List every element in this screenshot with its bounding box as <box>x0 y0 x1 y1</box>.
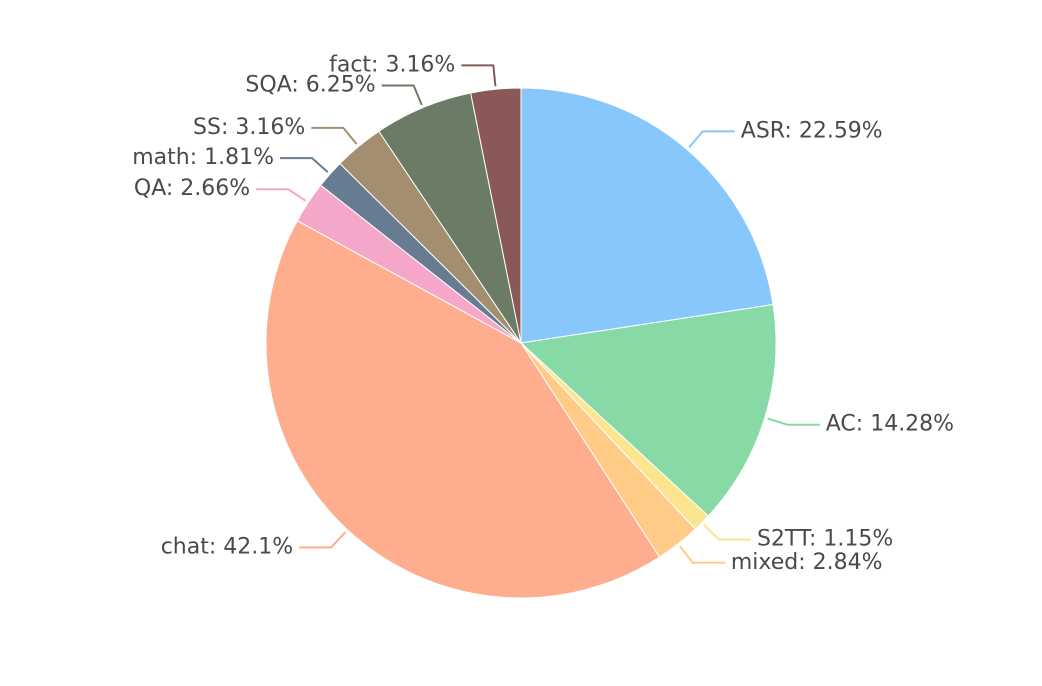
slice-label-s2tt: S2TT: 1.15% <box>757 527 893 552</box>
leader-line-chat <box>299 531 347 549</box>
pie-slice-fact <box>470 87 522 344</box>
slice-label-qa: QA: 2.66% <box>134 176 250 201</box>
leader-line-math <box>280 157 329 173</box>
slice-label-sqa: SQA: 6.25% <box>245 72 375 97</box>
leader-line-ac <box>767 417 820 426</box>
slice-label-chat: chat: 42.1% <box>161 534 293 559</box>
slice-label-fact: fact: 3.16% <box>329 52 455 77</box>
slice-label-ss: SS: 3.16% <box>193 115 305 140</box>
leader-line-asr <box>688 130 735 148</box>
slice-label-math: math: 1.81% <box>132 145 274 170</box>
leader-line-s2tt <box>703 524 751 541</box>
leader-line-mixed <box>679 545 725 564</box>
leader-line-fact <box>461 64 497 87</box>
slice-label-asr: ASR: 22.59% <box>741 118 883 143</box>
leader-line-qa <box>256 188 307 202</box>
pie-slice-asr <box>520 87 774 344</box>
slice-label-mixed: mixed: 2.84% <box>731 550 883 575</box>
slice-label-ac: AC: 14.28% <box>826 412 954 437</box>
leader-line-sqa <box>381 84 423 106</box>
pie-slice-chat <box>265 220 661 599</box>
pie-slice-ac <box>519 303 777 517</box>
leader-line-ss <box>311 126 358 145</box>
